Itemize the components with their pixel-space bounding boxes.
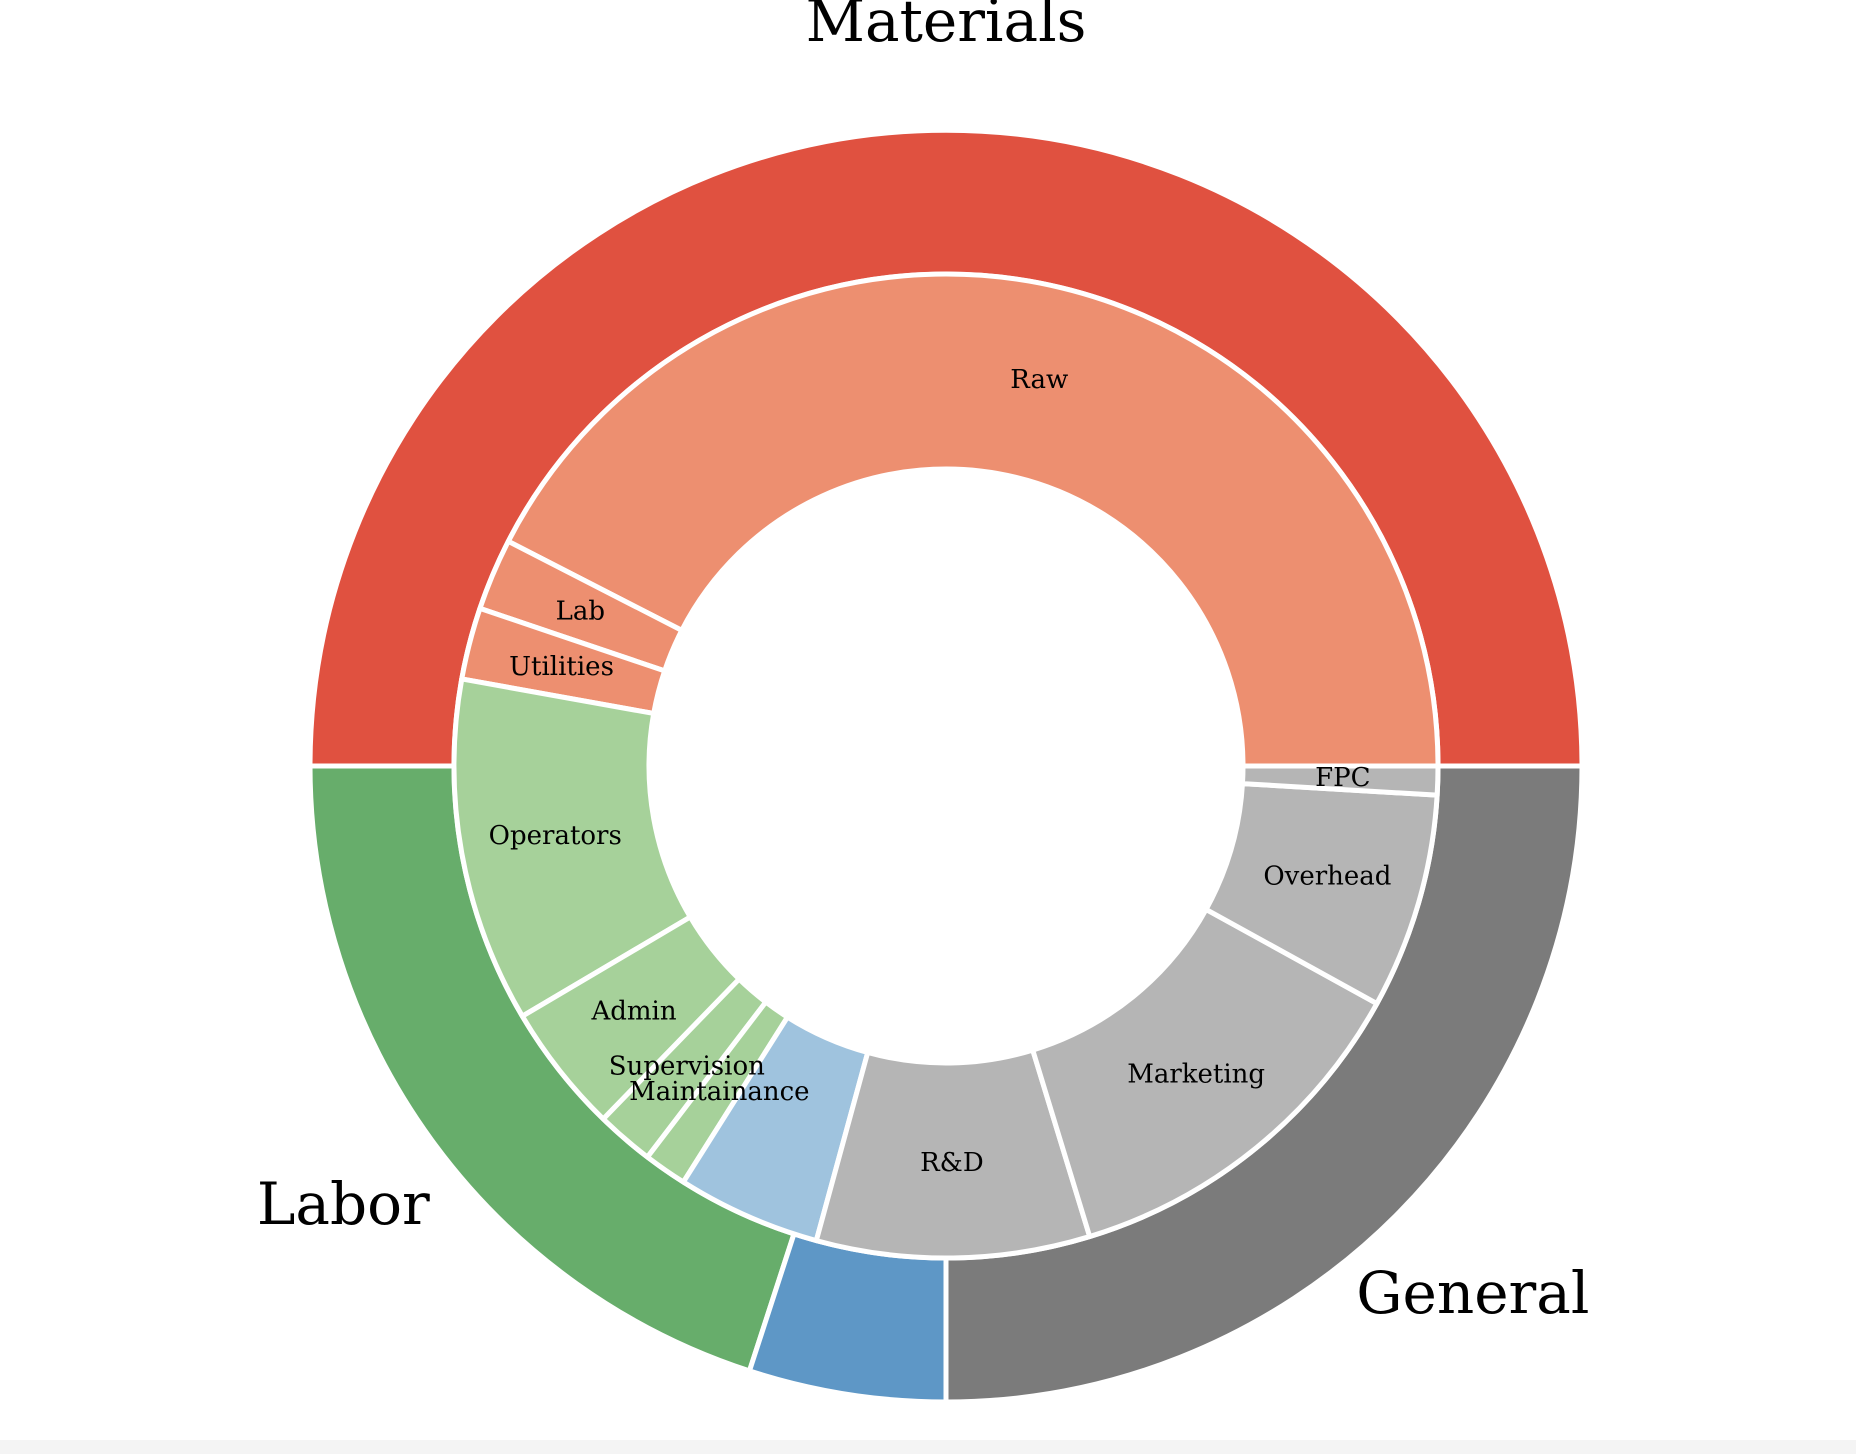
inner-label-fpc: FPC xyxy=(1315,763,1370,793)
inner-label-lab: Lab xyxy=(556,596,605,626)
outer-labels: MaterialsLaborWasteGeneral xyxy=(257,0,1590,1327)
outer-label-materials: Materials xyxy=(806,0,1087,55)
inner-label-maintainance: Maintainance xyxy=(629,1077,809,1107)
inner-wedge-fpc xyxy=(1239,763,1441,798)
inner-label-overhead: Overhead xyxy=(1263,861,1391,891)
outer-ring xyxy=(307,127,1585,1405)
inner-label-randd: R&D xyxy=(920,1148,984,1178)
inner-labels: Raw Lab Utilities Operators Admin Supervision… xyxy=(489,365,1392,1178)
inner-label-marketing: Marketing xyxy=(1127,1059,1265,1089)
inner-label-admin: Admin xyxy=(590,997,676,1027)
bottom-strip xyxy=(0,1440,1856,1454)
inner-label-supervision: Supervision xyxy=(609,1052,765,1082)
inner-ring xyxy=(451,271,1441,1261)
outer-label-general: General xyxy=(1356,1259,1589,1327)
outer-label-labor: Labor xyxy=(257,1170,430,1238)
inner-label-utilities: Utilities xyxy=(509,652,614,682)
inner-label-operators: Operators xyxy=(489,821,622,851)
inner-label-raw: Raw xyxy=(1010,365,1068,395)
inner-wedge-raw xyxy=(505,271,1441,769)
inner-wedge-marketing xyxy=(1030,906,1380,1240)
